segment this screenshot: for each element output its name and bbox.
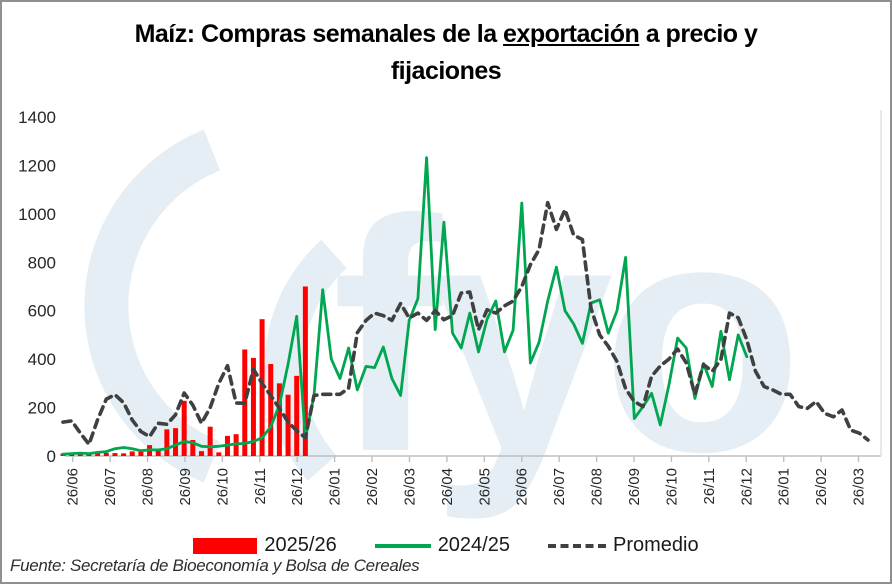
- svg-text:800: 800: [28, 253, 56, 272]
- chart-title: Maíz: Compras semanales de la exportació…: [2, 16, 890, 90]
- legend-item-promedio: Promedio: [547, 534, 699, 557]
- svg-text:26/03: 26/03: [851, 468, 868, 506]
- svg-text:0: 0: [47, 447, 56, 466]
- svg-text:26/01: 26/01: [776, 468, 793, 506]
- line-Promedio: [61, 200, 870, 447]
- svg-text:26/08: 26/08: [589, 468, 606, 506]
- svg-text:400: 400: [28, 350, 56, 369]
- svg-text:26/07: 26/07: [551, 468, 568, 506]
- chart-title-line2: fijaciones: [390, 57, 502, 85]
- svg-text:26/12: 26/12: [738, 468, 755, 506]
- legend-label-2024-25: 2024/25: [437, 534, 510, 556]
- title-text-2: a precio y: [639, 20, 758, 48]
- svg-text:26/10: 26/10: [663, 468, 680, 506]
- svg-text:200: 200: [28, 399, 56, 418]
- legend-swatch-bar-icon: [193, 537, 258, 554]
- legend-label-promedio: Promedio: [612, 534, 699, 556]
- svg-text:26/09: 26/09: [177, 468, 194, 506]
- svg-text:26/12: 26/12: [289, 468, 306, 506]
- title-underlined-word: exportación: [503, 20, 640, 48]
- x-axis-labels: 26/06 26/07 26/08 26/09 26/10 26/11 26/12 26/01…: [65, 456, 868, 506]
- legend-swatch-line-icon: [374, 543, 431, 548]
- svg-text:26/05: 26/05: [476, 468, 493, 506]
- svg-text:1400: 1400: [18, 108, 56, 127]
- legend-label-2025-26: 2025/26: [264, 534, 337, 556]
- svg-text:26/02: 26/02: [364, 468, 381, 506]
- svg-text:26/11: 26/11: [701, 468, 718, 504]
- legend-item-2024-25: 2024/25: [374, 534, 510, 557]
- chart-title-line1: Maíz: Compras semanales de la exportació…: [2, 16, 890, 53]
- fyo-watermark-icon: fyo: [84, 129, 804, 522]
- svg-text:1200: 1200: [18, 156, 56, 175]
- svg-text:26/09: 26/09: [626, 468, 643, 506]
- legend-swatch-dash-icon: [547, 543, 606, 548]
- y-axis-labels: 0 200 400 600 800 1000 1200 1400: [18, 108, 56, 466]
- svg-text:26/10: 26/10: [214, 468, 231, 506]
- title-text-1: Maíz: Compras semanales de la: [134, 20, 504, 48]
- svg-text:26/03: 26/03: [401, 468, 418, 506]
- svg-text:26/06: 26/06: [514, 468, 531, 506]
- svg-text:1000: 1000: [18, 205, 56, 224]
- chart-legend: 2025/26 2024/25 Promedio: [2, 534, 890, 557]
- svg-text:26/06: 26/06: [65, 468, 82, 506]
- line-2024/25: [61, 156, 749, 456]
- legend-item-2025-26: 2025/26: [193, 534, 337, 557]
- svg-text:600: 600: [28, 302, 56, 321]
- svg-text:26/04: 26/04: [439, 468, 456, 506]
- svg-text:26/08: 26/08: [140, 468, 157, 506]
- source-text: Fuente: Secretaría de Bioeconomía y Bols…: [10, 556, 420, 575]
- svg-text:26/11: 26/11: [252, 468, 269, 504]
- svg-text:26/01: 26/01: [327, 468, 344, 506]
- svg-text:26/07: 26/07: [102, 468, 119, 506]
- svg-text:26/02: 26/02: [813, 468, 830, 506]
